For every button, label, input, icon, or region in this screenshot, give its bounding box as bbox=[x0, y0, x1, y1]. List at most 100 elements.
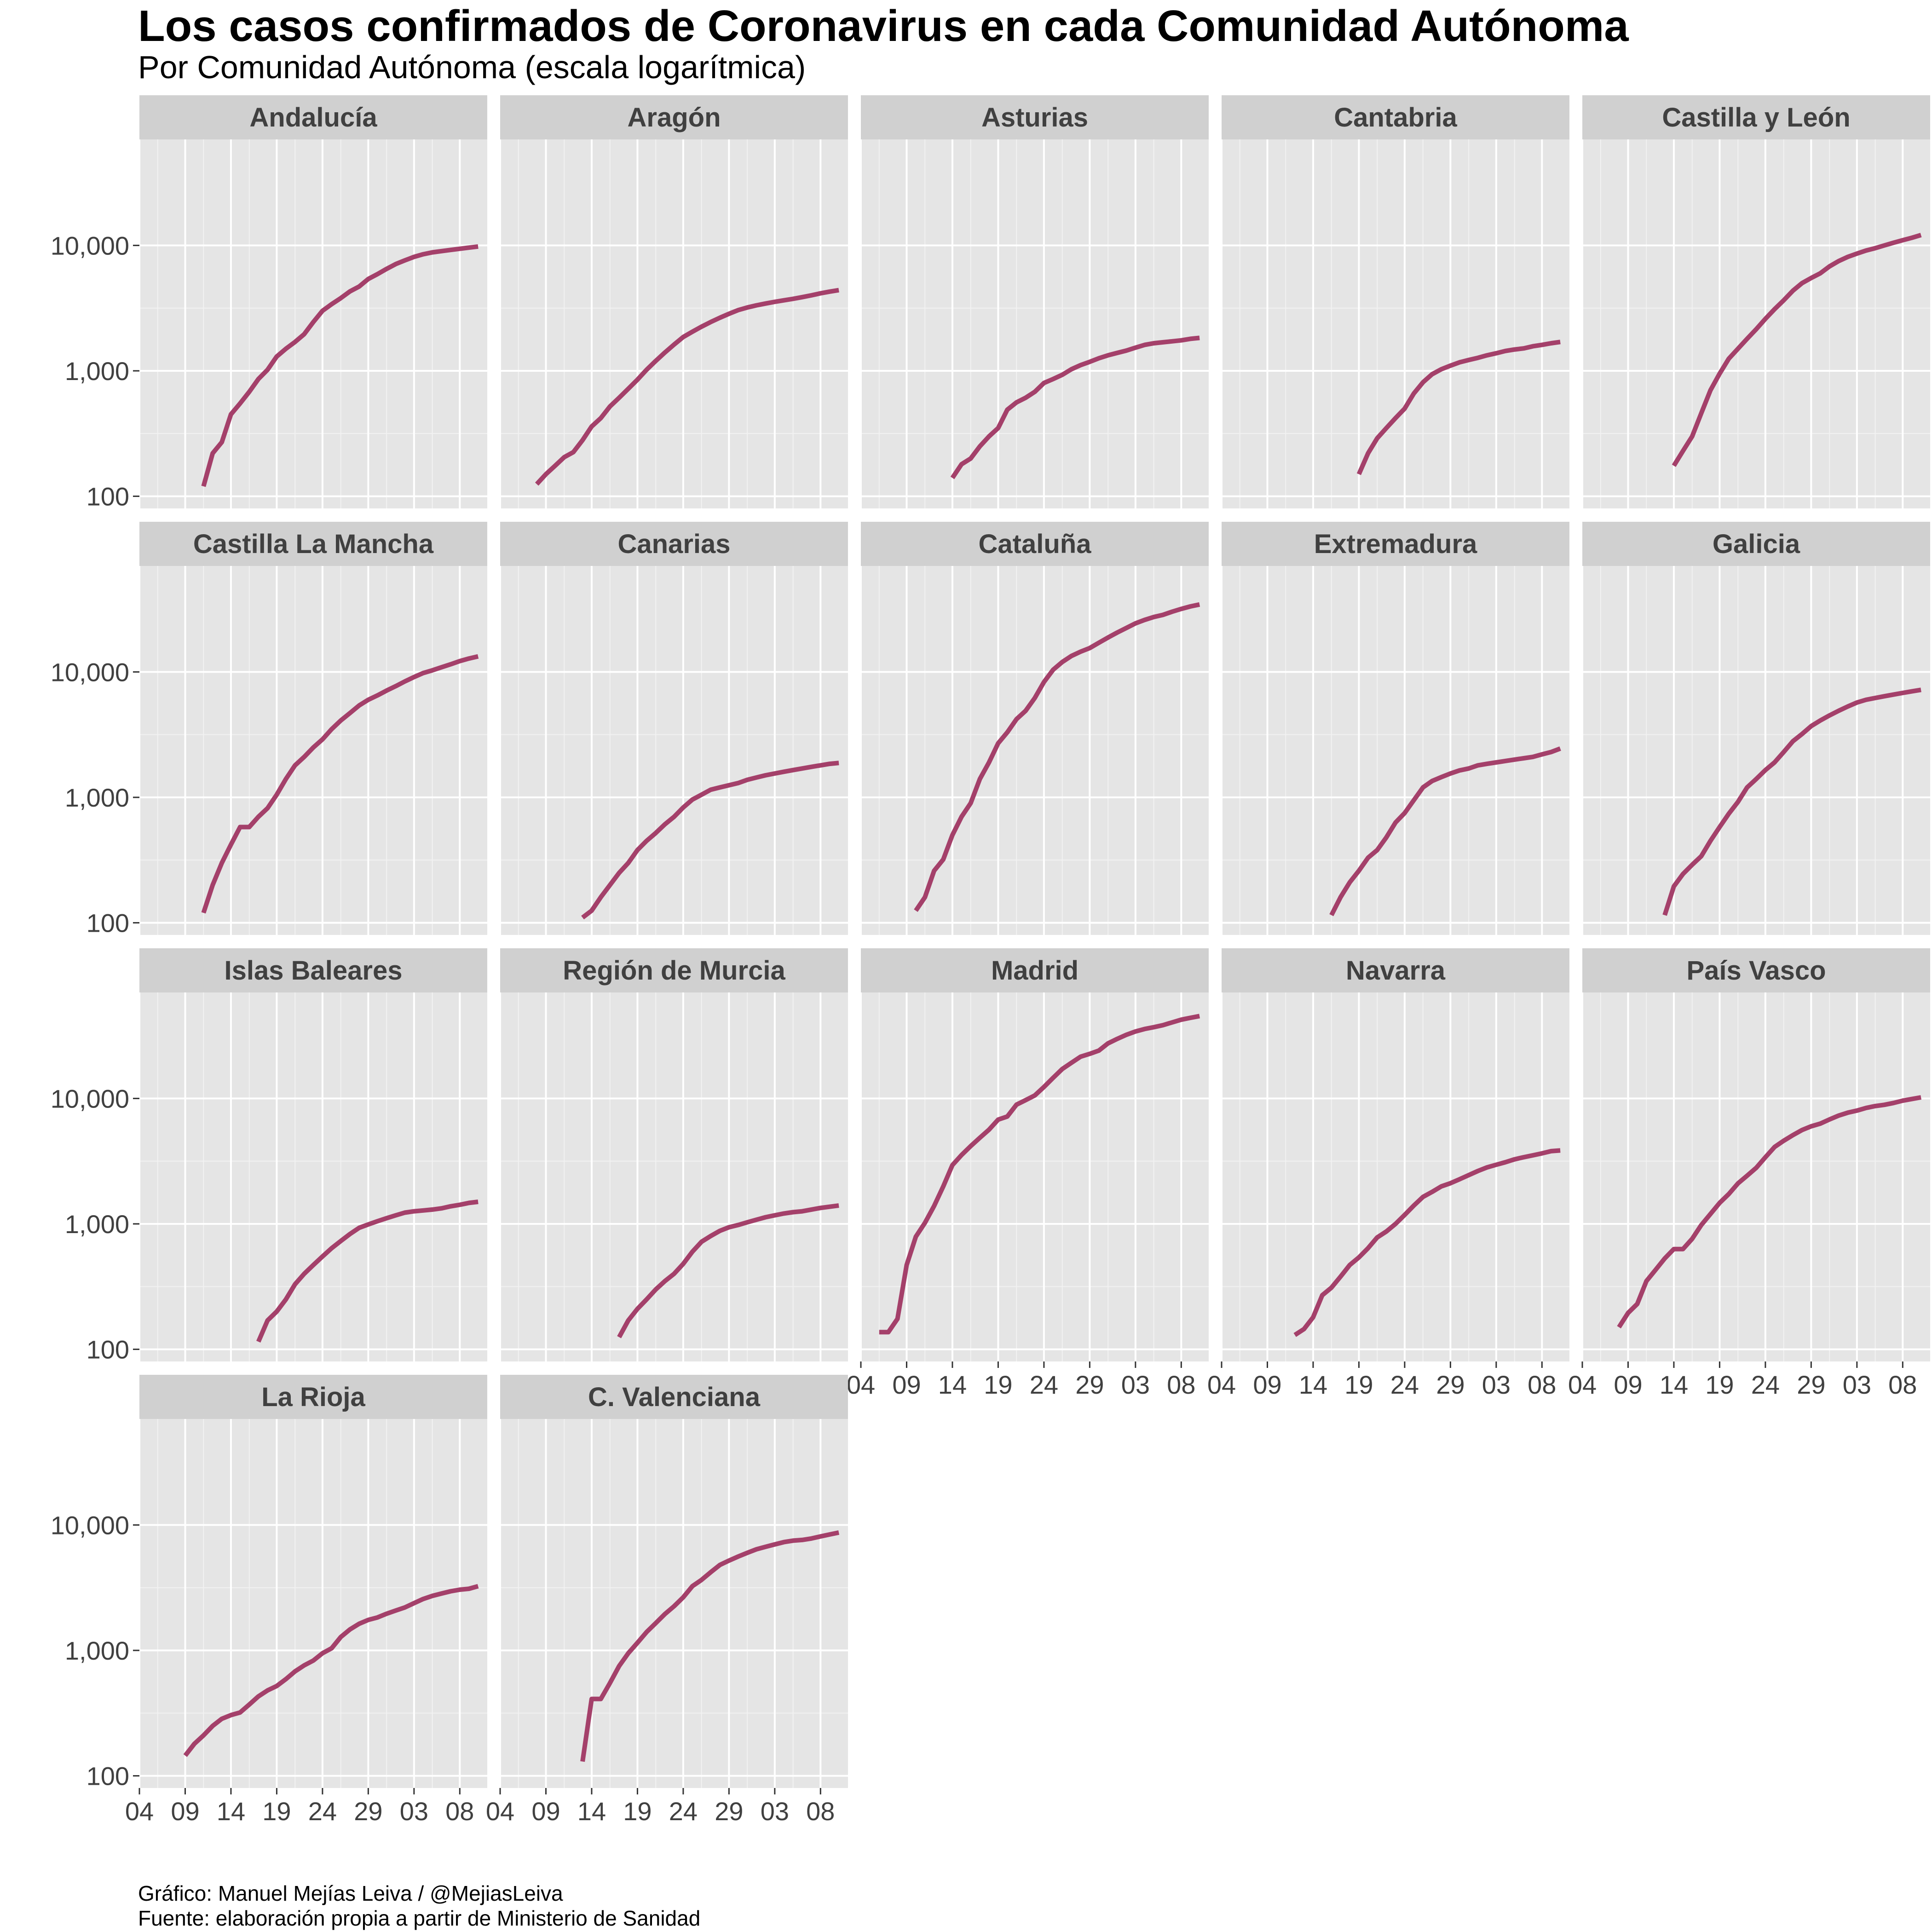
x-tick-label: 24 bbox=[1751, 1370, 1780, 1399]
series-line bbox=[201, 244, 479, 487]
series-line bbox=[914, 602, 1200, 912]
facet-panel: Andalucía 100 1,000 10,000 bbox=[51, 95, 487, 511]
panel-background bbox=[500, 566, 848, 935]
facet-panel: Cataluña bbox=[860, 522, 1209, 935]
series-line bbox=[183, 1584, 479, 1757]
facet-strip bbox=[500, 522, 848, 566]
y-tick-label: 100 bbox=[87, 909, 129, 938]
facet-panel: Región de Murcia bbox=[499, 948, 848, 1361]
facet-strip-label: Andalucía bbox=[249, 103, 377, 133]
facet-strip bbox=[139, 1375, 487, 1419]
x-tick-label: 24 bbox=[1390, 1370, 1419, 1399]
x-tick-label: 24 bbox=[1030, 1370, 1058, 1399]
y-tick-label: 100 bbox=[87, 1335, 129, 1364]
facet-strip-label: Castilla La Mancha bbox=[193, 529, 434, 559]
facet-strip bbox=[500, 948, 848, 992]
panel-background bbox=[139, 1419, 487, 1788]
y-tick-label: 10,000 bbox=[51, 231, 129, 260]
facet-panel: Asturias bbox=[860, 95, 1209, 508]
x-tick-label: 19 bbox=[623, 1797, 652, 1826]
y-tick-label: 100 bbox=[87, 482, 129, 511]
facet-strip bbox=[139, 95, 487, 139]
x-tick-label: 08 bbox=[1167, 1370, 1195, 1399]
facet-strip-label: C. Valenciana bbox=[588, 1382, 761, 1412]
x-tick-label: 09 bbox=[171, 1797, 199, 1826]
x-tick-label: 04 bbox=[486, 1797, 514, 1826]
y-tick-label: 1,000 bbox=[65, 1636, 129, 1665]
facet-strip bbox=[1222, 948, 1569, 992]
facet-panel: Islas Baleares 100 1,000 10,000 bbox=[51, 948, 487, 1364]
facet-strip-label: Extremadura bbox=[1314, 529, 1477, 559]
x-tick-label: 14 bbox=[577, 1797, 606, 1826]
x-tick-label: 04 bbox=[847, 1370, 875, 1399]
y-tick-label: 1,000 bbox=[65, 1210, 129, 1239]
series-line bbox=[617, 1203, 839, 1338]
facet-strip bbox=[500, 1375, 848, 1419]
series-line bbox=[1356, 340, 1561, 475]
facet-strip-label: Región de Murcia bbox=[563, 956, 785, 986]
facet-strip bbox=[861, 522, 1209, 566]
panel-background bbox=[1222, 139, 1569, 508]
caption: Gráfico: Manuel Mejías Leiva / @MejiasLe… bbox=[138, 1881, 700, 1931]
x-tick-label: 09 bbox=[892, 1370, 921, 1399]
facet-panel: Madrid 04 09 14 19 24 29 03 08 bbox=[847, 948, 1209, 1399]
panel-background bbox=[1582, 139, 1930, 508]
x-tick-label: 03 bbox=[1482, 1370, 1511, 1399]
panel-background bbox=[861, 139, 1209, 508]
x-tick-label: 08 bbox=[1888, 1370, 1917, 1399]
series-line bbox=[1293, 1148, 1561, 1337]
facet-strip-label: Canarias bbox=[617, 529, 730, 559]
panel-background bbox=[500, 139, 848, 508]
facet-strip bbox=[139, 522, 487, 566]
x-tick-label: 04 bbox=[1568, 1370, 1597, 1399]
x-tick-label: 09 bbox=[531, 1797, 560, 1826]
chart-subtitle: Por Comunidad Autónoma (escala logarítmi… bbox=[138, 49, 806, 85]
x-tick-label: 03 bbox=[1843, 1370, 1871, 1399]
facet-strip-label: Galicia bbox=[1713, 529, 1800, 559]
facet-panel: País Vasco 04 09 14 19 24 29 03 08 bbox=[1568, 948, 1930, 1399]
facet-strip bbox=[861, 95, 1209, 139]
facet-panel: Castilla La Mancha 100 1,000 10,000 bbox=[51, 522, 487, 938]
x-tick-label: 24 bbox=[308, 1797, 337, 1826]
series-line bbox=[1672, 233, 1922, 467]
panel-background bbox=[1222, 566, 1569, 935]
x-tick-label: 04 bbox=[125, 1797, 154, 1826]
y-tick-label: 10,000 bbox=[51, 657, 129, 686]
facet-strip-label: Castilla y León bbox=[1662, 103, 1850, 133]
panel-background bbox=[861, 566, 1209, 935]
facet-panel: Galicia bbox=[1581, 522, 1930, 935]
facet-strip-label: Madrid bbox=[991, 956, 1078, 986]
facet-panel: Canarias bbox=[499, 522, 848, 935]
y-tick-label: 1,000 bbox=[65, 783, 129, 812]
x-tick-label: 04 bbox=[1207, 1370, 1236, 1399]
facet-strip bbox=[1582, 95, 1930, 139]
series-line bbox=[1617, 1095, 1921, 1329]
x-tick-label: 24 bbox=[669, 1797, 698, 1826]
series-line bbox=[1662, 687, 1921, 916]
facet-strip bbox=[1582, 948, 1930, 992]
x-tick-label: 03 bbox=[400, 1797, 428, 1826]
series-line bbox=[580, 1530, 840, 1762]
facet-strip bbox=[861, 948, 1209, 992]
x-tick-label: 29 bbox=[1436, 1370, 1465, 1399]
panel-background bbox=[861, 992, 1209, 1361]
x-tick-label: 29 bbox=[1797, 1370, 1825, 1399]
x-tick-label: 29 bbox=[354, 1797, 382, 1826]
x-tick-label: 14 bbox=[1660, 1370, 1688, 1399]
facet-strip-label: La Rioja bbox=[261, 1382, 365, 1412]
x-tick-label: 08 bbox=[445, 1797, 474, 1826]
series-line bbox=[1329, 746, 1561, 917]
chart-title: Los casos confirmados de Coronavirus en … bbox=[138, 1, 1629, 51]
facet-panel: Extremadura bbox=[1221, 522, 1569, 935]
series-line bbox=[950, 335, 1200, 479]
x-tick-label: 08 bbox=[806, 1797, 835, 1826]
facet-strip-label: País Vasco bbox=[1686, 956, 1826, 986]
facet-strip bbox=[139, 948, 487, 992]
panel-background bbox=[139, 992, 487, 1361]
y-tick-label: 10,000 bbox=[51, 1084, 129, 1113]
x-tick-label: 19 bbox=[1344, 1370, 1373, 1399]
facet-strip-label: Navarra bbox=[1346, 956, 1446, 986]
facet-panel: Castilla y León bbox=[1581, 95, 1930, 508]
facet-panel: C. Valenciana 04 09 14 19 24 29 03 08 bbox=[486, 1375, 848, 1826]
